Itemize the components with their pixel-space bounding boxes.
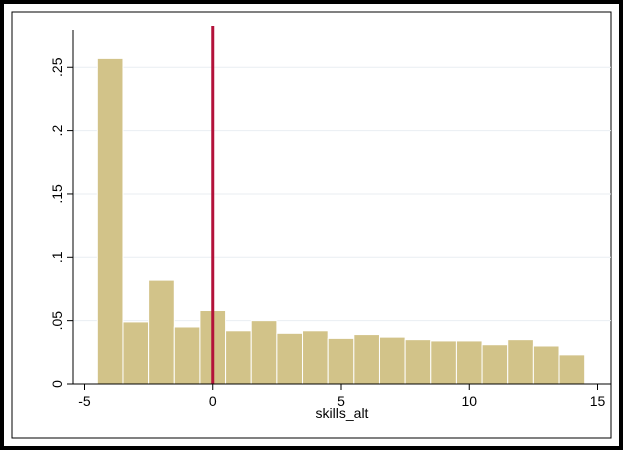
- histogram-bar-18: [558, 354, 586, 385]
- histogram-bar-17: [532, 345, 560, 385]
- histogram-bar-16: [507, 339, 534, 385]
- x-tick-label-2: 5: [337, 393, 345, 409]
- histogram-bar-1: [122, 321, 150, 385]
- y-tick-label-5: .25: [49, 57, 65, 77]
- histogram-bar-0: [96, 57, 124, 385]
- histogram-bars: [96, 57, 586, 385]
- histogram-bar-9: [327, 337, 355, 385]
- histogram-bar-2: [148, 279, 175, 385]
- histogram-bar-14: [455, 340, 483, 385]
- histogram-bar-8: [302, 330, 329, 385]
- histogram-bar-5: [225, 330, 252, 385]
- x-tick-label-4: 15: [590, 393, 606, 409]
- y-tick-label-2: .1: [49, 251, 65, 263]
- y-tick-label-0: 0: [49, 380, 65, 388]
- y-tick-label-4: .2: [49, 125, 65, 137]
- x-tick-label-0: -5: [78, 393, 91, 409]
- histogram-bar-6: [250, 320, 278, 385]
- histogram-bar-10: [353, 334, 380, 385]
- x-tick-label-3: 10: [461, 393, 477, 409]
- y-tick-label-1: .05: [49, 311, 65, 331]
- x-axis-label: skills_alt: [316, 405, 369, 421]
- histogram-bar-3: [173, 326, 201, 385]
- histogram-bar-7: [276, 332, 304, 385]
- axes: -5 0 5 10 15 0 .05 .1 .15 .2 .25: [49, 30, 611, 409]
- y-tick-label-3: .15: [49, 184, 65, 204]
- histogram-bar-12: [404, 339, 432, 385]
- histogram-bar-11: [378, 336, 406, 385]
- histogram-bar-15: [481, 344, 509, 385]
- inner-panel-border: [11, 11, 612, 439]
- x-tick-label-1: 0: [209, 393, 217, 409]
- histogram-bar-13: [430, 340, 457, 385]
